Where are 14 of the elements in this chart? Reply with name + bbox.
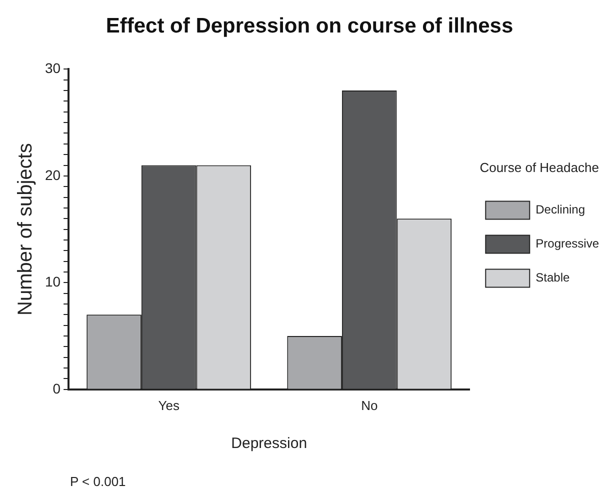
chart-title: Effect of Depression on course of illness [106, 14, 514, 38]
legend-label: Progressive [536, 236, 600, 251]
legend-label: Declining [536, 202, 585, 217]
y-axis-title: Number of subjects [14, 143, 37, 316]
x-tick-label: No [361, 398, 378, 413]
legend-label: Stable [536, 270, 570, 285]
legend-title: Course of Headache [480, 160, 599, 175]
y-tick-label: 10 [44, 274, 61, 290]
y-tick-label: 20 [44, 166, 61, 183]
x-tick-label: Yes [158, 398, 180, 413]
x-axis-title: Depression [231, 435, 308, 452]
y-tick-label: 0 [52, 380, 61, 396]
text: P < 0.001 [70, 474, 126, 490]
y-tick-label: 30 [44, 60, 61, 76]
